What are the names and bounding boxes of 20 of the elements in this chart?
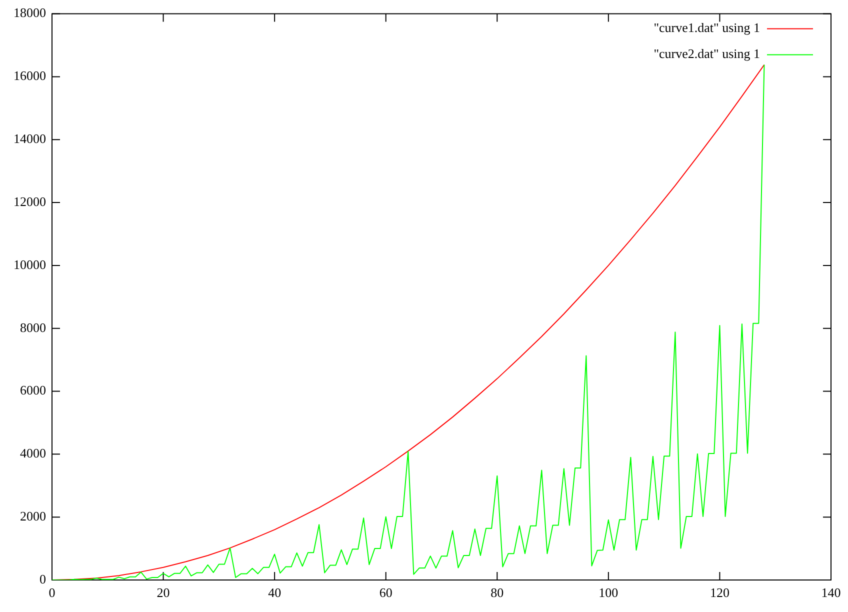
y-tick-label: 14000: [14, 131, 46, 146]
y-tick-label: 8000: [20, 320, 46, 335]
x-tick-label: 40: [268, 585, 282, 600]
x-tick-label: 20: [156, 585, 170, 600]
y-tick-label: 6000: [20, 382, 46, 398]
legend-label: "curve2.dat" using 1: [654, 46, 760, 62]
y-tick-label: 4000: [20, 446, 46, 461]
y-tick-label: 10000: [14, 256, 46, 272]
y-tick-label: 0: [40, 571, 46, 586]
x-tick-label: 80: [490, 585, 504, 600]
x-tick-label: 120: [710, 585, 730, 600]
x-tick-label: 100: [598, 585, 618, 600]
y-tick-label: 16000: [14, 68, 46, 84]
legend-label: "curve1.dat" using 1: [654, 20, 760, 36]
y-tick-label: 12000: [14, 194, 46, 209]
x-tick-label: 60: [379, 585, 392, 600]
x-tick-label: 140: [821, 585, 841, 600]
x-tick-label: 0: [48, 585, 56, 600]
y-tick-label: 2000: [20, 508, 46, 524]
y-tick-label: 18000: [14, 5, 46, 20]
